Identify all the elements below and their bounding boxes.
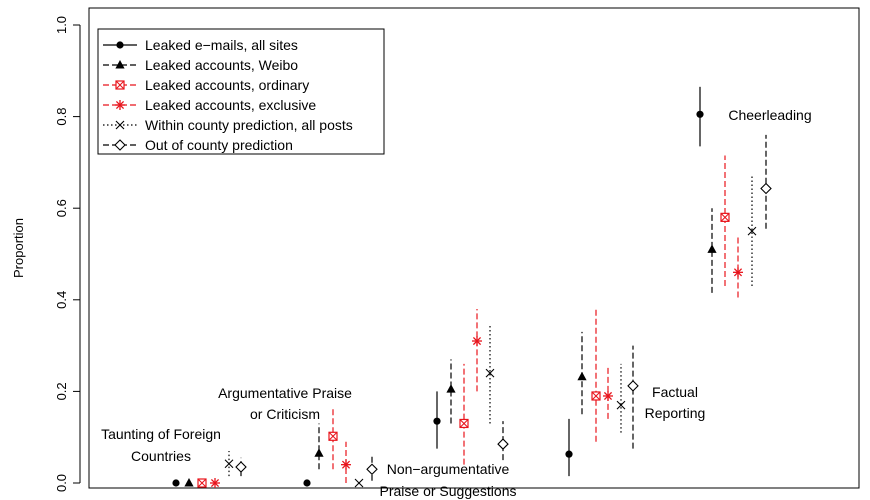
category-labels: Taunting of Foreign Countries Argumentativ… bbox=[101, 107, 812, 499]
plot-frame bbox=[88, 7, 860, 489]
legend: Leaked e−mails, all sites Leaked accounts… bbox=[97, 28, 385, 155]
legend-marker bbox=[116, 41, 124, 49]
category-label-argumentative: Argumentative Praise bbox=[218, 385, 352, 401]
data-point-taunting-s1 bbox=[184, 478, 194, 487]
data-point-argumentative-s4 bbox=[354, 478, 364, 488]
data-point-factual-s4 bbox=[616, 400, 626, 410]
data-point-cheerleading-s4 bbox=[747, 226, 757, 236]
category-label-cheerleading: Cheerleading bbox=[728, 107, 811, 123]
data-point-argumentative-s1 bbox=[314, 448, 324, 457]
category-label-factual: Factual bbox=[652, 384, 698, 400]
legend-marker bbox=[115, 80, 125, 90]
y-tick-label: 0.4 bbox=[54, 291, 69, 309]
category-label-taunting: Taunting of Foreign bbox=[101, 426, 221, 442]
data-point-non-argumentative-s0 bbox=[433, 417, 441, 425]
legend-entry: Out of county prediction bbox=[145, 137, 293, 153]
data-point-taunting-s2 bbox=[197, 478, 207, 488]
data-point-non-argumentative-s3 bbox=[472, 336, 482, 347]
data-point-factual-s2 bbox=[591, 391, 601, 401]
y-axis-label: Proportion bbox=[11, 218, 26, 278]
legend-entry: Within county prediction, all posts bbox=[145, 117, 353, 133]
data-point-taunting-s4 bbox=[224, 459, 234, 469]
y-tick-label: 1.0 bbox=[54, 16, 69, 34]
data-point-cheerleading-s3 bbox=[733, 267, 743, 278]
y-ticks: 0.0 0.2 0.4 0.6 0.8 1.0 bbox=[54, 16, 80, 492]
data-point-non-argumentative-s1 bbox=[446, 384, 456, 393]
category-label-non-argumentative: Praise or Suggestions bbox=[380, 483, 517, 499]
category-label-factual: Reporting bbox=[645, 405, 706, 421]
legend-marker bbox=[115, 100, 125, 110]
data-point-cheerleading-s2 bbox=[720, 212, 730, 222]
data-point-taunting-s3 bbox=[210, 478, 220, 488]
data-points bbox=[172, 110, 772, 488]
legend-box bbox=[97, 28, 385, 155]
legend-entry: Leaked accounts, ordinary bbox=[145, 77, 309, 93]
data-point-cheerleading-s5 bbox=[760, 182, 772, 195]
data-point-factual-s5 bbox=[627, 380, 639, 392]
legend-marker bbox=[115, 120, 125, 130]
category-label-non-argumentative: Non−argumentative bbox=[387, 461, 510, 477]
category-label-taunting: Countries bbox=[131, 448, 191, 464]
legend-entry: Leaked accounts, exclusive bbox=[145, 97, 316, 113]
data-point-non-argumentative-s5 bbox=[497, 438, 509, 450]
y-tick-label: 0.2 bbox=[54, 382, 69, 400]
data-point-factual-s3 bbox=[603, 390, 613, 401]
data-point-cheerleading-s0 bbox=[696, 110, 704, 118]
data-point-argumentative-s3 bbox=[341, 459, 351, 470]
legend-marker bbox=[114, 139, 126, 151]
y-tick-label: 0.0 bbox=[54, 474, 69, 492]
data-point-factual-s1 bbox=[577, 371, 587, 381]
data-point-taunting-s0 bbox=[172, 479, 180, 487]
data-point-argumentative-s2 bbox=[328, 431, 338, 441]
data-point-taunting-s5 bbox=[235, 461, 247, 473]
data-point-argumentative-s0 bbox=[303, 479, 311, 487]
data-point-non-argumentative-s2 bbox=[459, 418, 469, 429]
legend-entry: Leaked e−mails, all sites bbox=[145, 37, 298, 53]
legend-entry: Leaked accounts, Weibo bbox=[145, 57, 298, 73]
data-point-cheerleading-s1 bbox=[707, 244, 717, 253]
data-point-non-argumentative-s4 bbox=[485, 368, 495, 378]
data-point-argumentative-s5 bbox=[366, 463, 378, 476]
legend-marker bbox=[115, 60, 125, 69]
category-label-argumentative: or Criticism bbox=[250, 406, 320, 422]
data-point-factual-s0 bbox=[565, 450, 573, 458]
y-tick-label: 0.6 bbox=[54, 199, 69, 217]
y-tick-label: 0.8 bbox=[54, 108, 69, 126]
